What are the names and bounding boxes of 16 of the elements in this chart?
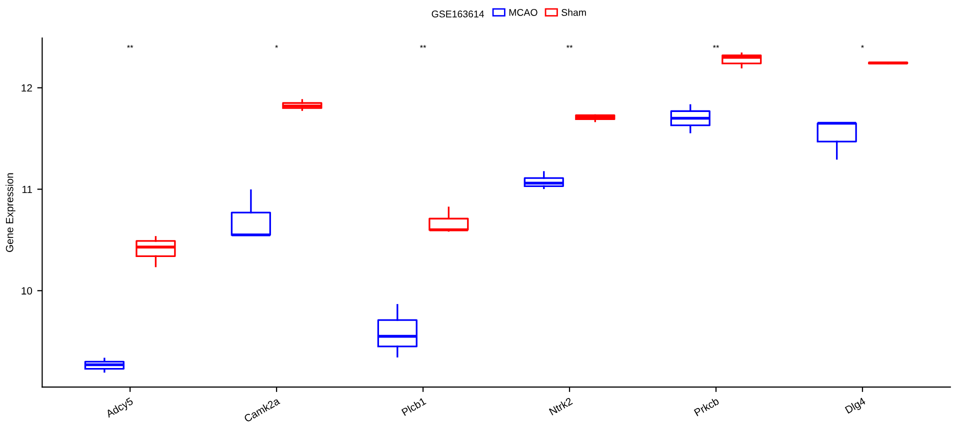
- annotation: *: [275, 44, 278, 48]
- legend-title: GSE163614: [432, 10, 484, 18]
- legend-label: Sham: [562, 8, 586, 16]
- y-tick-label: 12: [22, 84, 32, 92]
- y-tick-label: 11: [22, 186, 32, 193]
- annotation: **: [420, 44, 426, 48]
- legend-label: MCAO: [509, 9, 538, 16]
- x-tick-label: Dlg4: [844, 396, 868, 416]
- y-tick-label: 10: [22, 287, 32, 295]
- annotation: **: [126, 44, 134, 48]
- annotation: **: [712, 44, 720, 48]
- annotation: **: [566, 44, 573, 48]
- y-axis-title: Gene Expression: [6, 173, 16, 252]
- x-tick-label: Ntrk2: [548, 397, 573, 416]
- x-tick-label: Prkcb: [694, 396, 720, 416]
- annotation: *: [860, 44, 864, 48]
